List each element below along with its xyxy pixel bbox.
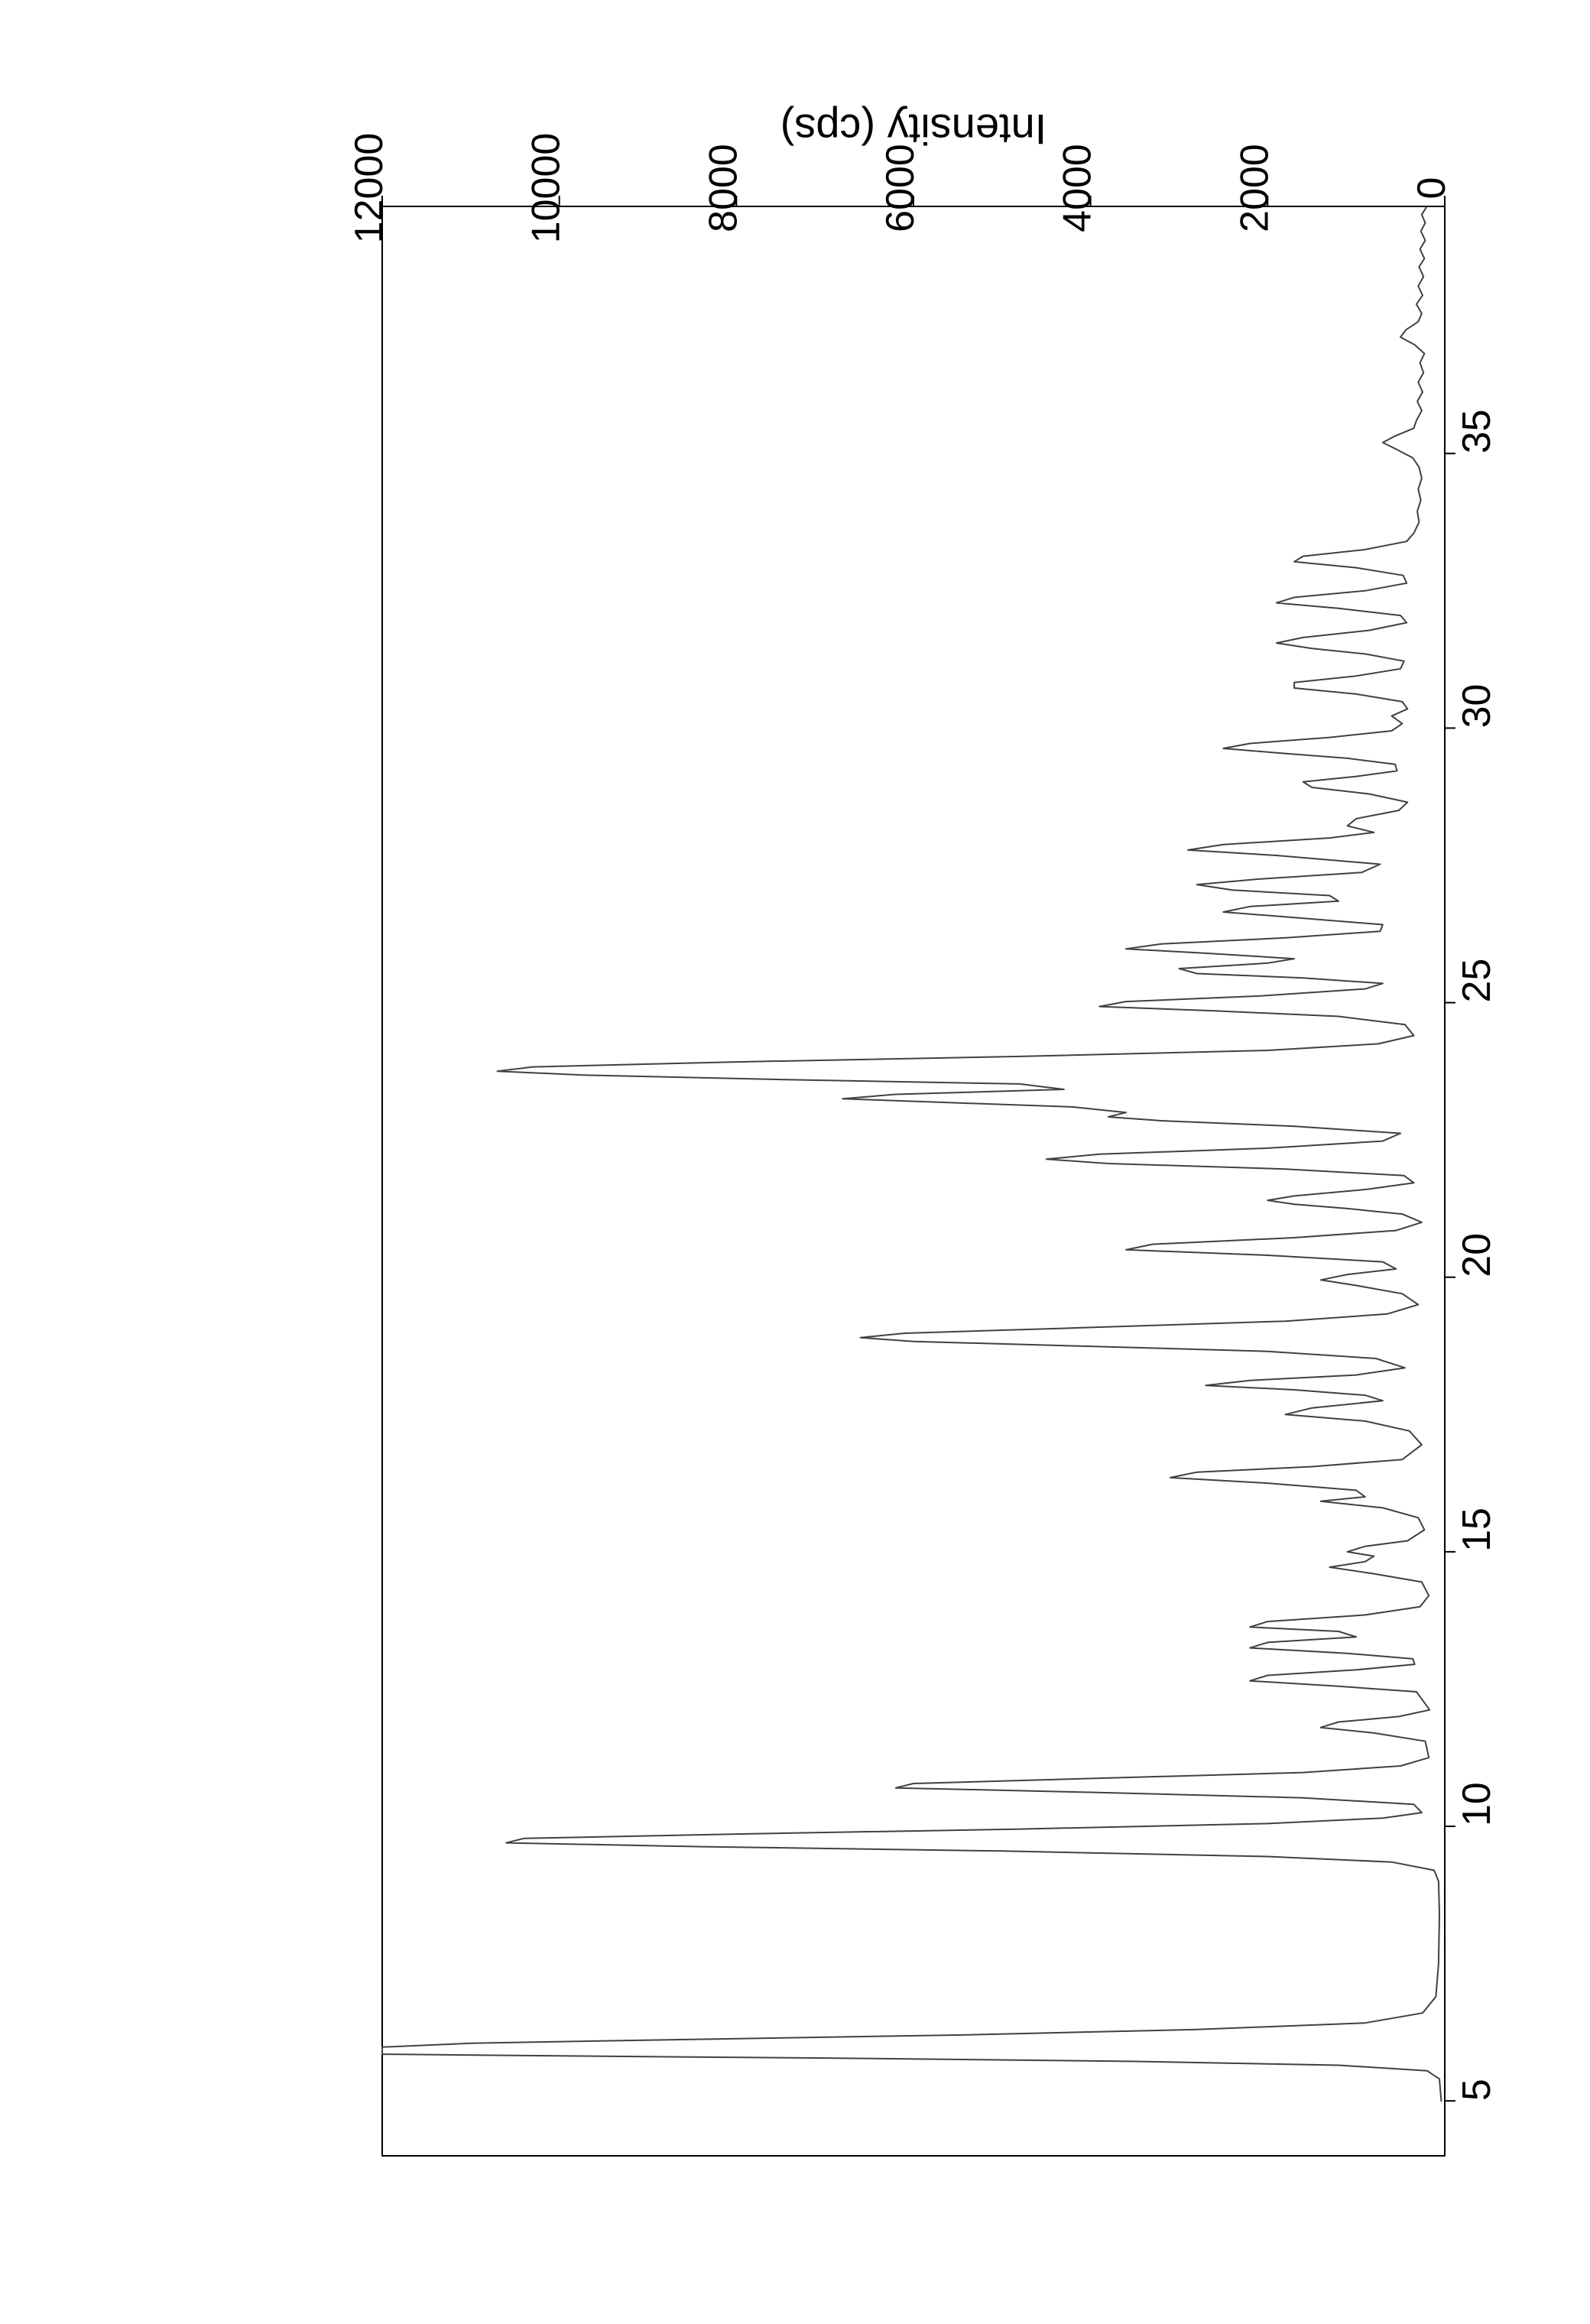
x-tick-label: 5 [1455, 2079, 1498, 2101]
x-tick-label: 15 [1455, 1508, 1498, 1552]
x-tick-label: 25 [1455, 959, 1498, 1003]
x-tick-label: 20 [1455, 1233, 1498, 1277]
y-tick-label: 12000 [347, 133, 391, 244]
y-tick-label: 4000 [1056, 144, 1100, 232]
y-axis-label: Intensity (cps) [780, 105, 1047, 154]
x-tick-label: 10 [1455, 1782, 1498, 1826]
xrd-spectrum-line [382, 207, 1441, 2101]
y-tick-label: 10000 [524, 133, 569, 244]
y-tick-label: 2000 [1232, 144, 1277, 232]
x-tick-label: 30 [1455, 684, 1498, 729]
xrd-chart: 5 10 15 20 25 30 35 0 2000 4000 6000 8000 10000 12000… [122, 99, 1498, 2209]
x-tick-label: 35 [1455, 409, 1498, 453]
y-tick-label: 6000 [878, 144, 923, 232]
y-tick-label: 8000 [701, 144, 745, 232]
y-tick-label: 0 [1410, 177, 1454, 200]
